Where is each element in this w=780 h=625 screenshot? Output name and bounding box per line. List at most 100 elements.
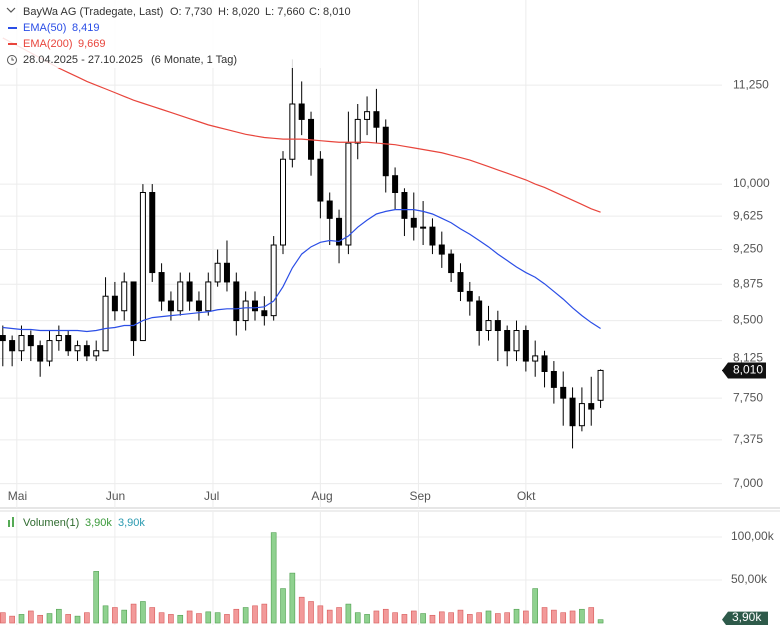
y-tick-label: 8,125 (733, 351, 763, 365)
candle-body (9, 340, 16, 352)
volume-bar (476, 612, 482, 624)
candle-body (186, 281, 193, 302)
volume-bar (233, 608, 240, 624)
volume-bar (121, 609, 128, 624)
legend: BayWa AG (Tradegate, Last) O: 7,730 H: 8… (0, 0, 400, 68)
legend-value: 8,419 (72, 22, 100, 34)
volume-bar (308, 601, 314, 624)
candle-body (102, 295, 109, 352)
candle-body (251, 300, 258, 312)
candle-body (345, 142, 352, 246)
x-tick-label: Jul (204, 489, 219, 503)
candle-body (373, 111, 380, 128)
candle-body (37, 345, 44, 362)
volume-bar (382, 608, 389, 624)
volume-bar (242, 607, 249, 624)
candle-body (130, 281, 137, 342)
candle-body (18, 335, 25, 352)
close-label: C: 8,010 (309, 6, 351, 18)
volume-bar (523, 610, 529, 624)
candle-body (392, 175, 399, 194)
volume-title: Volumen(1) (23, 517, 79, 529)
volume-bar (513, 608, 520, 624)
candle-body (382, 126, 389, 177)
candle-body (504, 330, 511, 352)
candle-body (457, 272, 464, 292)
volume-bar (401, 614, 408, 624)
candle-body (569, 397, 576, 427)
collapse-icon[interactable] (6, 7, 16, 13)
volume-tag (722, 611, 768, 625)
volume-bar (149, 607, 156, 624)
volume-bar (364, 614, 370, 624)
volume-bar (28, 610, 34, 624)
y-tick-label: 8,500 (733, 313, 763, 327)
volume-bar (551, 609, 557, 624)
candle-body (364, 111, 371, 120)
y2-tick-label: 50,00k (731, 572, 768, 586)
candle-body (149, 192, 156, 274)
candle-body (485, 320, 492, 332)
candle-body (420, 226, 427, 229)
candle-body (466, 290, 473, 302)
candle-body (270, 244, 277, 317)
candle-body (158, 272, 165, 302)
candle-body (242, 300, 249, 322)
volume-legend: Volumen(1) 3,90k 3,90k (8, 517, 145, 529)
low-label: L: 7,660 (265, 6, 305, 18)
volume-bar (270, 532, 277, 624)
candle-body (410, 217, 417, 228)
volume-bar (37, 614, 43, 624)
x-tick-label: Okt (517, 489, 536, 503)
period-label: 28.04.2025 - 27.10.2025 (23, 54, 143, 66)
volume-bar (205, 611, 212, 624)
y-tick-label: 11,250 (733, 77, 769, 91)
y-tick-label: 9,625 (733, 208, 763, 222)
candle-body (494, 320, 501, 332)
candle-body (289, 103, 296, 160)
x-tick-label: Sep (409, 489, 431, 503)
candle-body (597, 369, 604, 401)
volume-tag-label: 3,90k (732, 610, 762, 624)
volume-bar (438, 611, 445, 624)
candle-body (560, 386, 567, 399)
volume-bar (317, 605, 324, 624)
candle-body (195, 300, 202, 312)
candle-body (550, 370, 557, 388)
volume-value: 3,90k (118, 517, 145, 529)
volume-bar (569, 610, 576, 624)
volume-bar (541, 607, 548, 624)
volume-bar (224, 614, 230, 624)
candle-body (401, 192, 408, 219)
volume-bar (196, 613, 202, 624)
volume-bar (186, 610, 193, 624)
volume-bar (261, 603, 268, 624)
candle-body (354, 118, 361, 144)
volume-bar (252, 605, 258, 624)
price-tag (722, 362, 766, 379)
open-label: O: 7,730 (170, 6, 212, 18)
candle-body (588, 403, 595, 410)
volume-bar (354, 612, 361, 624)
candle-body (513, 330, 520, 352)
candle-body (205, 281, 212, 312)
volume-bar (130, 603, 137, 624)
volume-bar (485, 610, 492, 624)
volume-bar (429, 614, 436, 624)
volume-bar (560, 612, 567, 624)
clock-hand (11, 57, 14, 61)
candle-body (317, 158, 324, 202)
volume-bar (214, 612, 221, 624)
candle-body (65, 335, 72, 352)
candle-body (326, 200, 333, 219)
volume-bar (177, 614, 184, 624)
volume-bar (112, 607, 118, 624)
volume-icon (8, 520, 10, 527)
high-label: H: 8,020 (218, 6, 260, 18)
candle-body (93, 350, 100, 357)
volume-bar (280, 588, 286, 624)
legend-value: 9,669 (78, 38, 106, 50)
volume-bar (326, 609, 333, 624)
volume-bar (93, 571, 100, 624)
